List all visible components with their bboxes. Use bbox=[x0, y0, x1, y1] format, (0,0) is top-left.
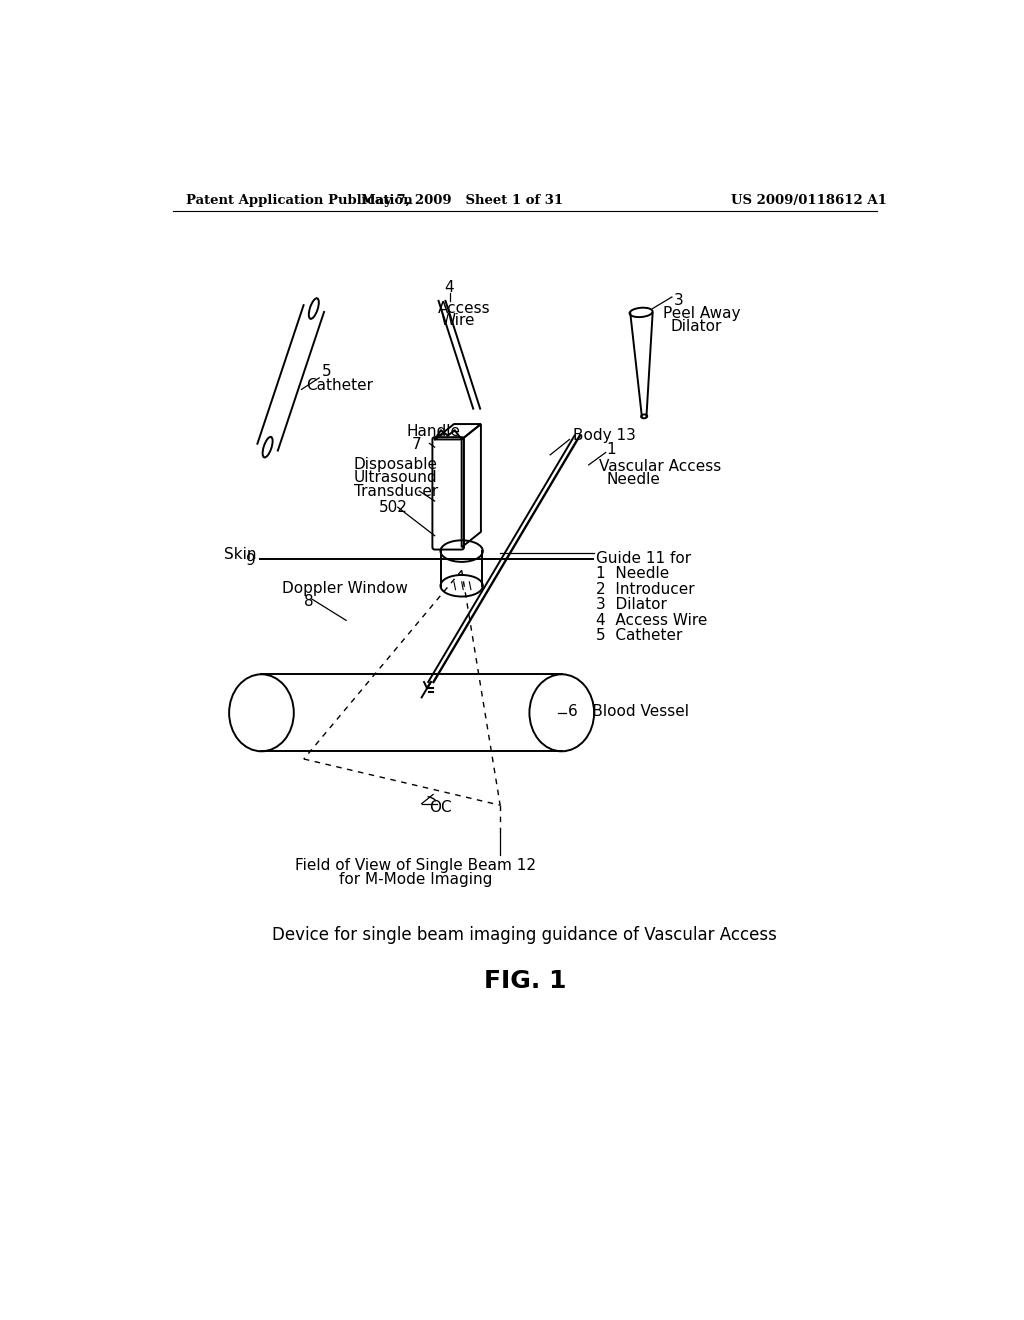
Text: 9: 9 bbox=[247, 553, 256, 568]
Text: 1  Needle: 1 Needle bbox=[596, 566, 670, 582]
Text: Skin: Skin bbox=[223, 546, 256, 562]
Text: OC: OC bbox=[429, 800, 452, 814]
Text: 5  Catheter: 5 Catheter bbox=[596, 628, 683, 643]
Text: FIG. 1: FIG. 1 bbox=[483, 969, 566, 993]
Text: 6   Blood Vessel: 6 Blood Vessel bbox=[568, 704, 689, 719]
Text: 3: 3 bbox=[674, 293, 683, 308]
Text: Vascular Access: Vascular Access bbox=[599, 459, 721, 474]
Text: for M-Mode Imaging: for M-Mode Imaging bbox=[339, 871, 493, 887]
Text: Patent Application Publication: Patent Application Publication bbox=[186, 194, 413, 207]
Text: Body 13: Body 13 bbox=[573, 428, 636, 444]
Text: Access: Access bbox=[438, 301, 490, 315]
Text: Ultrasound: Ultrasound bbox=[354, 470, 437, 486]
Text: Wire: Wire bbox=[440, 313, 474, 329]
Text: Dilator: Dilator bbox=[671, 318, 722, 334]
Text: Needle: Needle bbox=[606, 473, 660, 487]
Text: 2  Introducer: 2 Introducer bbox=[596, 582, 695, 597]
Text: Field of View of Single Beam 12: Field of View of Single Beam 12 bbox=[295, 858, 536, 873]
Text: 502: 502 bbox=[379, 500, 408, 515]
Text: 5: 5 bbox=[322, 364, 331, 379]
Text: Doppler Window: Doppler Window bbox=[283, 581, 409, 595]
Text: 7: 7 bbox=[412, 437, 421, 451]
Text: 4  Access Wire: 4 Access Wire bbox=[596, 612, 708, 628]
Text: Handle: Handle bbox=[407, 424, 460, 440]
Text: Guide 11 for: Guide 11 for bbox=[596, 552, 691, 566]
Text: 3  Dilator: 3 Dilator bbox=[596, 598, 668, 612]
Text: Peel Away: Peel Away bbox=[663, 306, 740, 322]
Text: Catheter: Catheter bbox=[306, 378, 373, 393]
Text: US 2009/0118612 A1: US 2009/0118612 A1 bbox=[731, 194, 887, 207]
Text: May 7, 2009   Sheet 1 of 31: May 7, 2009 Sheet 1 of 31 bbox=[360, 194, 563, 207]
Text: 4: 4 bbox=[443, 280, 454, 296]
Text: 1: 1 bbox=[606, 442, 616, 457]
Text: 8: 8 bbox=[304, 594, 313, 609]
Text: Transducer: Transducer bbox=[354, 483, 438, 499]
Text: Device for single beam imaging guidance of Vascular Access: Device for single beam imaging guidance … bbox=[272, 925, 777, 944]
Text: Disposable: Disposable bbox=[354, 457, 438, 473]
